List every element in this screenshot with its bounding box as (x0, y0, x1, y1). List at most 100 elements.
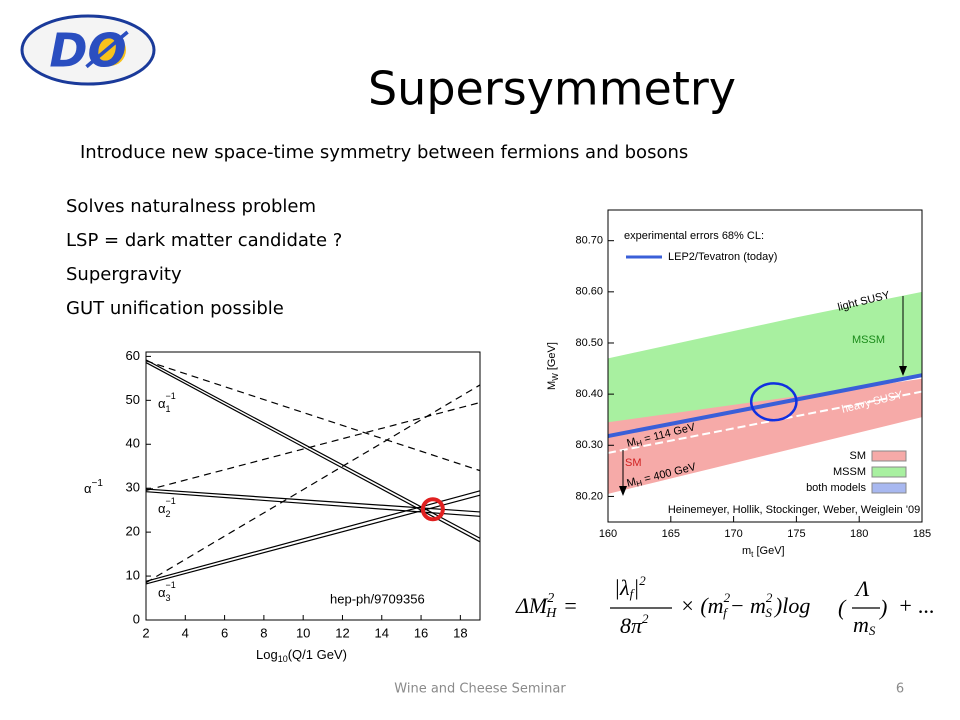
formula-part: × (m (680, 593, 724, 618)
legend-swatch (871, 482, 907, 494)
label-part: α (158, 396, 166, 411)
label-part: m (742, 545, 751, 557)
formula-part: Λ (854, 576, 870, 601)
band (608, 291, 922, 441)
label-part: α (158, 585, 166, 600)
curve-label: α1 −1 (158, 391, 176, 414)
logo-text: DØ (49, 24, 129, 78)
label-part: −1 (166, 580, 176, 590)
y-tick-label: 50 (126, 392, 140, 407)
label-part: M (626, 436, 638, 450)
y-tick-label: 60 (126, 348, 140, 363)
formula-part: − m (730, 593, 766, 618)
formula-part: 8π2 (620, 611, 649, 638)
formula-part: S (765, 605, 772, 620)
coupling-line (145, 359, 481, 539)
legend-swatch (871, 450, 907, 462)
formula-part: = (564, 593, 576, 618)
formula-part: 2 (642, 611, 649, 626)
coupling-line (145, 401, 481, 491)
y-tick-label: 80.40 (575, 388, 603, 400)
formula-part: H (545, 606, 557, 621)
paren: ) (878, 595, 887, 620)
bullet: GUT unification possible (66, 298, 284, 319)
left-plot: α−1 Log10(Q/1 GeV) α1−1 α2−1 α3−1 hep-ph… (84, 348, 481, 664)
measurement-ellipse (749, 382, 798, 422)
formula-part: |λ (614, 575, 630, 600)
x-tick-label: 180 (850, 528, 868, 540)
x-tick-label: 14 (375, 625, 389, 640)
x-tick-label: 185 (913, 528, 931, 540)
legend-title: experimental errors 68% CL: (624, 230, 764, 242)
legend-label: SM (850, 450, 867, 462)
x-tick-label: 4 (182, 625, 189, 640)
arrow-head (899, 366, 907, 376)
legend-swatch (871, 466, 907, 478)
y-tick-label: 80.30 (575, 439, 603, 451)
label-part: H (635, 438, 643, 448)
mw-line (607, 373, 923, 439)
formula-part: S (869, 623, 876, 638)
formula-part: 2 (639, 573, 646, 588)
band (608, 378, 922, 494)
bullet: Solves naturalness problem (66, 196, 316, 217)
x-tick-label: 8 (260, 625, 267, 640)
annotation: SM (625, 457, 642, 469)
label-part: 10 (278, 654, 288, 664)
formula-part: 2 (766, 590, 773, 605)
x-tick-label: 6 (221, 625, 228, 640)
formula-part: 2 (547, 591, 554, 606)
formula-part: ΔM2 H = (515, 591, 577, 621)
formula-part: |λf|2 (614, 573, 646, 601)
paren: ( (838, 595, 847, 620)
page-number: 6 (896, 682, 904, 697)
label-part: M (626, 476, 638, 490)
formula-part: × (m2 f − m2 S)log (680, 590, 810, 620)
label-part: [GeV] (546, 342, 558, 373)
legend-label: MSSM (833, 466, 866, 478)
plot-frame (607, 209, 923, 523)
legend-label: both models (806, 482, 866, 494)
subtitle: Introduce new space-time symmetry betwee… (80, 142, 688, 163)
bullet: Supergravity (66, 264, 182, 285)
label-part: H (635, 478, 643, 488)
label-part: 3 (166, 593, 171, 603)
annotation: MSSM (852, 334, 885, 346)
y-tick-label: 80.70 (575, 235, 603, 247)
formula-part: m (853, 612, 869, 637)
formula-part: )log (773, 593, 810, 618)
x-tick-label: 2 (142, 625, 149, 640)
label-part: M (546, 381, 558, 390)
label-part: −1 (92, 478, 104, 489)
label-part: t (751, 550, 754, 559)
x-tick-label: 12 (335, 625, 349, 640)
mh-dash-line (607, 390, 923, 454)
curve-label: α2 −1 (158, 496, 176, 519)
coupling-line (145, 362, 481, 543)
label-part: W (551, 373, 560, 381)
y-tick-label: 10 (126, 568, 140, 583)
logo-star (94, 34, 126, 66)
curve-label: α3 −1 (158, 580, 176, 603)
label-part: −1 (166, 391, 176, 401)
y-axis-label: MW [GeV] (546, 342, 560, 390)
slide-title: Supersymmetry (368, 62, 736, 116)
y-axis-label: α−1 (84, 478, 103, 497)
y-tick-label: 20 (126, 524, 140, 539)
coupling-line (145, 384, 481, 584)
coupling-line (145, 360, 481, 472)
y-tick-label: 80.60 (575, 286, 603, 298)
x-tick-label: 18 (453, 625, 467, 640)
formula-part: | (633, 575, 639, 600)
formula-part: 2 (724, 590, 731, 605)
y-tick-label: 0 (133, 611, 140, 626)
right-plot: 160 165 170 175 180 185 80.20 80.30 80.40 80.50 80… (546, 209, 931, 559)
formula-part: f (723, 605, 729, 620)
y-tick-label: 30 (126, 480, 140, 495)
footer: Wine and Cheese Seminar (394, 682, 566, 697)
logo: DØ (20, 14, 156, 86)
formula: ΔM2 H = |λf|2 8π2 × (m2 f − m2 S)log ( Λ mS )… (515, 573, 935, 638)
logo-frame (20, 14, 156, 86)
unification-marker (420, 497, 445, 522)
